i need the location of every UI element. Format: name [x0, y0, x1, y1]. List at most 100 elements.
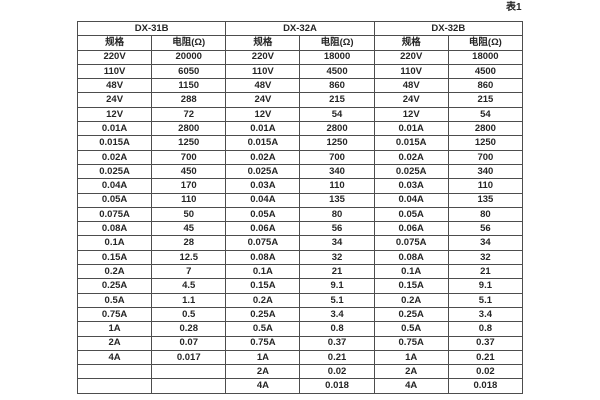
resistance-cell: 4500 — [299, 63, 375, 80]
group-header-dx-32b: DX-32B — [373, 20, 524, 37]
resistance-cell — [151, 364, 227, 380]
spec-cell: 0.04A — [225, 192, 301, 208]
spec-cell: 0.08A — [76, 221, 153, 237]
resistance-cell: 9.1 — [299, 278, 375, 294]
resistance-cell: 0.02 — [447, 364, 524, 380]
spec-cell: 0.075A — [76, 206, 153, 223]
resistance-cell: 45 — [151, 221, 227, 237]
resistance-cell: 54 — [299, 106, 375, 123]
spec-cell: 0.1A — [373, 264, 449, 280]
resistance-column-header-dx-32a: 电阻(Ω) — [299, 35, 375, 51]
table-row: 220V 20000 220V 18000 220V 18000 — [76, 49, 524, 65]
resistance-cell: 21 — [447, 264, 524, 280]
resistance-cell: 110 — [151, 192, 227, 208]
table-row: 0.05A 110 0.04A 135 0.04A 135 — [76, 192, 524, 208]
resistance-cell: 4.5 — [151, 278, 227, 294]
spec-cell: 24V — [225, 92, 301, 108]
resistance-cell: 135 — [447, 192, 524, 208]
resistance-cell: 0.018 — [299, 378, 375, 394]
resistance-cell: 288 — [151, 92, 227, 108]
table-header: DX-31B DX-32A DX-32B 规格 电阻(Ω) 规格 电阻(Ω) 规… — [76, 20, 524, 51]
spec-cell: 0.05A — [373, 206, 449, 223]
group-header-dx-32a: DX-32A — [225, 20, 375, 37]
spec-cell: 0.75A — [373, 335, 449, 351]
spec-cell: 4A — [76, 349, 153, 366]
spec-cell: 0.5A — [76, 292, 153, 308]
spec-cell: 0.15A — [76, 249, 153, 266]
table-row: 0.5A 1.1 0.2A 5.1 0.2A 5.1 — [76, 292, 524, 308]
resistance-cell: 80 — [299, 206, 375, 223]
spec-cell: 0.04A — [76, 178, 153, 194]
spec-cell: 0.1A — [76, 235, 153, 251]
resistance-column-header-dx-31b: 电阻(Ω) — [151, 35, 227, 51]
resistance-cell: 0.8 — [447, 321, 524, 337]
resistance-cell: 56 — [299, 221, 375, 237]
spec-cell: 220V — [225, 49, 301, 65]
resistance-cell: 0.37 — [299, 335, 375, 351]
resistance-cell: 2800 — [447, 121, 524, 137]
resistance-cell: 56 — [447, 221, 524, 237]
resistance-cell: 2800 — [151, 121, 227, 137]
spec-cell: 220V — [76, 49, 153, 65]
spec-cell: 0.75A — [76, 306, 153, 323]
spec-cell: 0.02A — [373, 149, 449, 165]
spec-cell: 0.025A — [225, 163, 301, 180]
spec-cell: 0.2A — [76, 264, 153, 280]
resistance-cell: 1250 — [299, 135, 375, 151]
spec-cell: 2A — [373, 364, 449, 380]
spec-column-header-dx-32a: 规格 — [225, 35, 301, 51]
spec-cell: 0.08A — [373, 249, 449, 266]
resistance-cell: 7 — [151, 264, 227, 280]
table-row: 0.08A 45 0.06A 56 0.06A 56 — [76, 221, 524, 237]
resistance-cell: 54 — [447, 106, 524, 123]
resistance-cell: 0.02 — [299, 364, 375, 380]
spec-cell: 0.2A — [373, 292, 449, 308]
resistance-cell: 5.1 — [447, 292, 524, 308]
table-row: 0.04A 170 0.03A 110 0.03A 110 — [76, 178, 524, 194]
resistance-cell: 3.4 — [447, 306, 524, 323]
group-header-row: DX-31B DX-32A DX-32B — [76, 20, 524, 37]
resistance-cell: 18000 — [447, 49, 524, 65]
spec-cell: 0.5A — [225, 321, 301, 337]
resistance-cell: 700 — [151, 149, 227, 165]
table-row: 4A 0.017 1A 0.21 1A 0.21 — [76, 349, 524, 366]
table-row: 2A 0.02 2A 0.02 — [76, 364, 524, 380]
resistance-cell: 32 — [447, 249, 524, 266]
resistance-cell: 34 — [299, 235, 375, 251]
spec-cell: 0.1A — [225, 264, 301, 280]
resistance-cell: 0.8 — [299, 321, 375, 337]
spec-cell: 4A — [225, 378, 301, 394]
table-row: 0.15A 12.5 0.08A 32 0.08A 32 — [76, 249, 524, 266]
resistance-cell: 20000 — [151, 49, 227, 65]
spec-cell: 0.03A — [225, 178, 301, 194]
spec-cell: 0.15A — [373, 278, 449, 294]
resistance-cell: 340 — [299, 163, 375, 180]
resistance-cell: 21 — [299, 264, 375, 280]
resistance-cell: 1150 — [151, 78, 227, 94]
resistance-cell: 1250 — [151, 135, 227, 151]
spec-cell: 0.025A — [76, 163, 153, 180]
spec-cell: 12V — [225, 106, 301, 123]
spec-cell: 0.025A — [373, 163, 449, 180]
table-row: 0.2A 7 0.1A 21 0.1A 21 — [76, 264, 524, 280]
spec-cell — [76, 364, 153, 380]
resistance-cell: 860 — [447, 78, 524, 94]
table-row: 24V 288 24V 215 24V 215 — [76, 92, 524, 108]
resistance-cell: 700 — [299, 149, 375, 165]
spec-column-header-dx-32b: 规格 — [373, 35, 449, 51]
resistance-cell: 1250 — [447, 135, 524, 151]
resistance-cell: 4500 — [447, 63, 524, 80]
resistance-cell — [151, 378, 227, 394]
resistance-cell: 32 — [299, 249, 375, 266]
spec-cell: 0.015A — [76, 135, 153, 151]
spec-cell: 0.01A — [76, 121, 153, 137]
resistance-cell: 12.5 — [151, 249, 227, 266]
resistance-cell: 0.018 — [447, 378, 524, 394]
spec-cell: 0.04A — [373, 192, 449, 208]
spec-cell: 0.2A — [225, 292, 301, 308]
spec-cell: 0.015A — [373, 135, 449, 151]
spec-cell: 110V — [225, 63, 301, 80]
resistance-cell: 700 — [447, 149, 524, 165]
spec-cell: 48V — [373, 78, 449, 94]
resistance-cell: 2800 — [299, 121, 375, 137]
